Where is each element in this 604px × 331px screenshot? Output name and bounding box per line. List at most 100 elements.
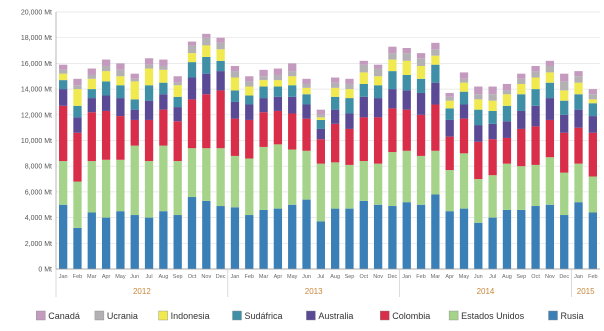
bar-segment — [488, 110, 497, 124]
bar-segment — [245, 81, 254, 87]
bar-segment — [574, 202, 583, 269]
bar-segment — [359, 60, 368, 65]
bar-segment — [273, 68, 283, 75]
bar-segment — [59, 69, 68, 74]
bar-segment — [159, 145, 168, 212]
bar-segment — [345, 89, 354, 99]
bar-segment — [159, 59, 168, 66]
bar-segment — [488, 86, 497, 95]
y-axis: 0 Mt 2,000 Mt 4,000 Mt 6,000 Mt 8,000 Mt 10,0… — [21, 10, 57, 274]
bar-segment — [517, 166, 526, 210]
x-tick-label: Nov — [373, 274, 383, 280]
bar-segment — [202, 94, 211, 149]
bar-segment — [517, 110, 526, 129]
bar-segment — [116, 63, 125, 70]
bar-segment — [316, 117, 325, 120]
bar-segment — [588, 212, 597, 269]
bar-segment — [288, 63, 297, 72]
bar-segment — [531, 164, 540, 207]
bar-segment — [474, 179, 483, 223]
bar-segment — [159, 109, 168, 146]
x-tick-label: Oct — [188, 274, 197, 280]
bar-segment — [588, 176, 597, 213]
bar-segment — [230, 77, 240, 91]
bar-segment — [245, 76, 254, 82]
bar-segment — [517, 128, 526, 167]
bar-segment — [331, 82, 340, 88]
bar-segment — [502, 163, 512, 210]
bar-segment — [59, 161, 68, 205]
bar-segment — [101, 110, 111, 160]
bar-segment — [445, 100, 454, 109]
bar-segment — [359, 96, 368, 118]
bar-segment — [173, 121, 182, 162]
year-label: 2012 — [133, 287, 151, 296]
bar-segment — [517, 94, 526, 111]
bar-segment — [373, 98, 383, 118]
bar-segment — [560, 100, 569, 115]
bar-segment — [59, 73, 68, 81]
x-tick-label: Oct — [360, 274, 369, 280]
bar-segment — [331, 109, 340, 124]
bar-segment — [359, 83, 368, 97]
bar-segment — [87, 68, 96, 75]
bar-segment — [545, 72, 555, 83]
bar-segment — [216, 37, 225, 43]
bar-segment — [431, 150, 440, 195]
bar-segment — [230, 65, 240, 72]
bar-segment — [388, 46, 397, 54]
bar-segment — [245, 158, 254, 216]
bar-segment — [373, 117, 383, 164]
bar-segment — [331, 77, 340, 83]
bar-segment — [574, 127, 583, 164]
bar-segment — [488, 94, 497, 101]
bar-segment — [116, 69, 125, 77]
legend-swatch — [306, 310, 316, 321]
bar-segment — [388, 206, 397, 269]
bar-segment — [531, 89, 540, 106]
legend-swatch — [548, 310, 558, 321]
bar-segment — [202, 45, 211, 57]
bar-segment — [517, 83, 526, 95]
x-axis: Jan Feb Mar Apr May Jun Jul Aug Sep Oct Nov Dec Jan F… — [55, 268, 600, 297]
year-label: 2015 — [577, 287, 595, 296]
bar-segment — [474, 141, 483, 180]
bar-segment — [202, 200, 211, 269]
bar-segment — [259, 112, 268, 147]
bar-segment — [388, 53, 397, 60]
bar-segment — [531, 206, 540, 269]
bar-segment — [202, 56, 211, 74]
bar-segment — [459, 78, 469, 83]
legend-label: Sudáfrica — [245, 311, 283, 321]
bar-segment — [388, 89, 397, 109]
bar-segment — [345, 78, 354, 84]
bar-segment — [402, 109, 411, 151]
bar-segment — [416, 114, 426, 156]
bar-segment — [230, 155, 240, 208]
bar-segment — [116, 76, 125, 86]
bar-segment — [445, 108, 454, 120]
bar-segment — [474, 125, 483, 142]
bar-segment — [388, 71, 397, 90]
bar-segment — [273, 80, 283, 87]
bar-segment — [488, 139, 497, 176]
bar-segment — [144, 68, 154, 86]
bar-segment — [588, 99, 597, 104]
bar-segment — [574, 94, 583, 110]
bar-segment — [159, 65, 168, 70]
legend-label: Australia — [318, 311, 353, 321]
bar-segment — [331, 96, 340, 110]
bar-segment — [574, 109, 583, 128]
bar-segment — [173, 96, 182, 108]
bar-segment — [87, 161, 96, 213]
x-tick-label: Dec — [559, 274, 569, 280]
bar-segment — [474, 99, 483, 110]
bar-segment — [59, 80, 68, 90]
bar-segment — [560, 73, 569, 82]
bar-segment — [388, 108, 397, 153]
bar-segment — [288, 113, 297, 150]
x-tick-label: Jul — [317, 274, 324, 280]
bar-segment — [545, 119, 555, 158]
bar-segment — [531, 105, 540, 127]
